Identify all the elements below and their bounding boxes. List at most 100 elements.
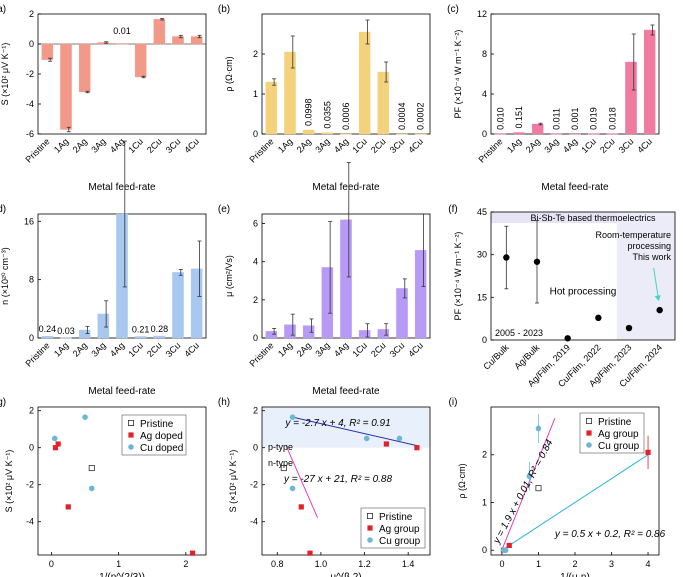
bar [364, 31, 371, 135]
ptype-region [262, 407, 430, 448]
fit-label-ntype: y = -27 x + 21, R² = 0.88 [283, 474, 393, 485]
y-tick-label: 2 [482, 450, 487, 460]
x-tick-label: 3Cu [164, 136, 183, 155]
x-tick-label: 4Cu [635, 136, 654, 155]
y-tick-label: 2 [29, 9, 34, 19]
x-axis-label: Metal feed-rate [88, 182, 156, 193]
marker-cu [289, 485, 296, 492]
room-temp-note: Room-temperature [595, 230, 671, 240]
y-tick-label: 0 [482, 129, 487, 139]
data-label: 0.151 [514, 106, 524, 129]
x-tick-label: 1.2 [358, 559, 371, 569]
x-axis-label: μ^(β,2) [330, 572, 361, 577]
marker-ag [506, 542, 512, 549]
marker-ag [586, 430, 592, 436]
data-label: 0.01 [113, 26, 131, 36]
bar [284, 51, 291, 135]
panel-label: (b) [218, 4, 230, 15]
marker-cu [502, 547, 509, 554]
bar [47, 43, 54, 60]
marker-ag [298, 504, 304, 510]
bar [649, 29, 656, 135]
bar [153, 19, 160, 45]
x-axis-label: Metal feed-rate [312, 182, 380, 193]
fit-line-magenta [501, 418, 556, 550]
x-tick-label: 1.4 [402, 559, 415, 569]
y-tick-label: 1 [482, 497, 487, 507]
panel-label: (e) [218, 204, 230, 215]
y-tick-label: -4 [250, 517, 258, 527]
y-tick-label: -6 [26, 129, 34, 139]
y-tick-label: 0 [29, 333, 34, 343]
bar [47, 336, 54, 339]
x-tick-label: 1 [536, 559, 541, 569]
bar [284, 324, 291, 339]
panel-label: (a) [0, 4, 6, 15]
hot-processing-note: Hot processing [550, 286, 617, 297]
legend-entry: Cu group [598, 441, 640, 452]
bar [65, 43, 72, 130]
note-arrowhead [654, 295, 661, 302]
x-tick-label: 1Cu [350, 340, 369, 359]
panel-label: (d) [0, 204, 6, 215]
y-tick-label: 0 [253, 333, 258, 343]
y-tick-label: 0 [29, 39, 34, 49]
marker-ag [383, 441, 389, 447]
x-tick-label: 1Cu [350, 136, 369, 155]
data-label: 0.0998 [304, 98, 314, 126]
bar [190, 36, 197, 45]
marker-cu [586, 442, 592, 448]
fit-line-ntype [285, 445, 319, 519]
marker-ag [65, 504, 71, 510]
x-tick-label: 1Ag [52, 340, 70, 358]
x-tick-label: 2Ag [71, 136, 89, 154]
x-axis-label: Metal feed-rate [88, 386, 156, 397]
y-axis-label: μ (cm²/Vs) [224, 255, 234, 297]
bar [84, 43, 91, 93]
fit-label-magenta: y = 1.9 x + 0.01, R² = 0.84 [491, 438, 556, 547]
panel-i: (i) 0 1 2 3 4 0 1 2 y = 1.9 x + 0.01, R² = 0.84 y … [449, 397, 666, 577]
bar [321, 132, 328, 135]
x-tick-label: 0 [49, 559, 54, 569]
bar [340, 219, 347, 339]
data-point [595, 314, 602, 322]
panel-label: (c) [447, 4, 459, 15]
data-label: 0.0355 [322, 101, 332, 129]
marker-ag [55, 441, 61, 447]
bar [518, 132, 525, 135]
y-tick-label: 1 [253, 89, 258, 99]
legend-entry: Pristine [598, 417, 632, 428]
x-tick-label: 2Cu [598, 136, 617, 155]
x-tick-label: 2Ag [295, 340, 313, 358]
data-point [503, 254, 510, 261]
data-label: 0.019 [589, 107, 599, 130]
x-tick-label: 4 [646, 559, 651, 569]
fit-line-cyan [501, 454, 649, 551]
y-axis-label: n (×10²⁰ cm⁻³) [0, 247, 10, 305]
x-tick-label: Pristine [247, 340, 275, 368]
years-note: 2005 - 2023 [495, 328, 543, 338]
data-point [656, 306, 663, 314]
bar [41, 43, 48, 60]
x-tick-label: 2Cu [145, 136, 164, 155]
x-axis-label: 1/(n^(2/3)) [99, 572, 145, 577]
plot-frame [261, 406, 431, 556]
panel-e: (e) 0 2 4 6 Pristine 1Ag 2Ag 3Ag 4Ag 1Cu 2Cu 3Cu 4Cu M… [218, 162, 431, 397]
bar [97, 313, 104, 339]
x-tick-label: 4Cu [182, 136, 201, 155]
this-work-region [616, 212, 675, 340]
y-tick-label: 4 [482, 89, 487, 99]
data-label: 0.0002 [416, 102, 426, 130]
legend-entry: Ag group [598, 429, 639, 440]
y-tick-label: -2 [250, 480, 258, 490]
x-tick-label: Pristine [23, 340, 51, 368]
legend-entry: Ag doped [140, 431, 183, 442]
marker-cu [128, 444, 134, 450]
x-tick-label: 1.0 [315, 559, 328, 569]
marker-ag [414, 445, 420, 451]
x-tick-label: 1Ag [276, 136, 294, 154]
x-axis-label: Metal feed-rate [541, 182, 609, 193]
room-temp-note: processing [627, 241, 671, 251]
x-tick-label: 4Ag [108, 340, 126, 358]
